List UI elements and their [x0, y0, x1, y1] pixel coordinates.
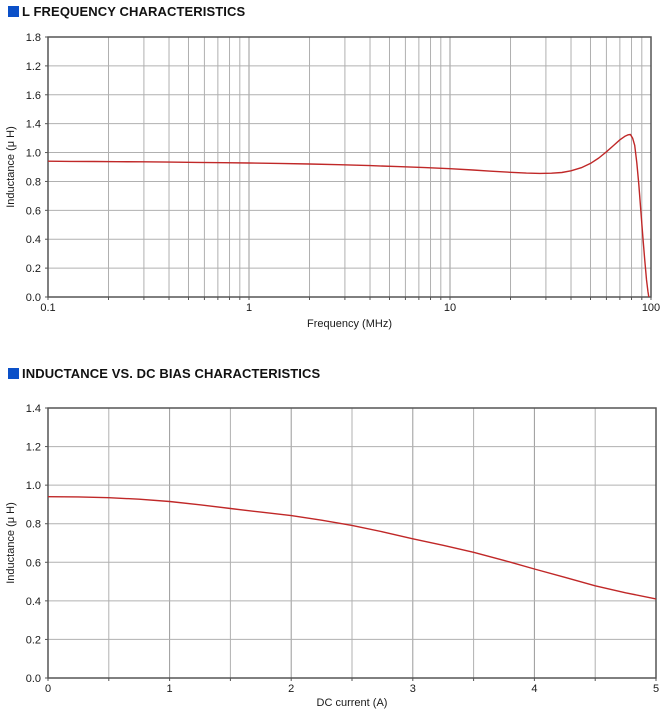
plot-frame [47, 407, 657, 679]
svg-text:0.6: 0.6 [26, 557, 41, 569]
title-bullet-icon [8, 6, 19, 17]
svg-text:3: 3 [410, 683, 416, 695]
x-axis-title: DC current (A) [317, 697, 388, 709]
plot-frame [47, 36, 652, 298]
inductance-curve [47, 496, 657, 600]
svg-text:0: 0 [45, 683, 51, 695]
frequency-chart-plot: 1.8 1.2 1.6 1.4 1.0 0.8 0.6 0.4 0.2 0.00.1 1 10 100 F… [5, 32, 660, 330]
svg-text:0.4: 0.4 [26, 596, 41, 608]
frequency-chart-section: 1.8 1.2 1.6 1.4 1.0 0.8 0.6 0.4 0.2 0.0 0.1 1 10 100 F… [0, 0, 668, 352]
y-axis-title: Inductance (μ H) [5, 502, 17, 584]
dc-bias-chart-title: INDUCTANCE VS. DC BIAS CHARACTERISTICS [8, 366, 320, 381]
frequency-chart-title-text: L FREQUENCY CHARACTERISTICS [22, 4, 246, 19]
svg-text:1.4: 1.4 [26, 403, 41, 415]
gridlines [48, 408, 656, 678]
svg-text:1.0: 1.0 [26, 480, 41, 492]
dc-bias-chart-title-text: INDUCTANCE VS. DC BIAS CHARACTERISTICS [22, 366, 321, 381]
svg-text:0.8: 0.8 [26, 176, 41, 188]
y-axis-title: Inductance (μ H) [5, 126, 17, 208]
svg-text:0.8: 0.8 [26, 519, 41, 531]
svg-text:5: 5 [653, 683, 659, 695]
axis-ticks [45, 36, 652, 300]
svg-text:1.0: 1.0 [26, 148, 41, 160]
frequency-chart-title: L FREQUENCY CHARACTERISTICS [8, 4, 245, 19]
x-axis-title: Frequency (MHz) [307, 318, 392, 330]
svg-text:0.0: 0.0 [26, 673, 41, 685]
gridlines [48, 37, 651, 297]
svg-text:1.2: 1.2 [26, 442, 41, 454]
svg-text:100: 100 [642, 302, 660, 314]
svg-text:0.1: 0.1 [40, 302, 55, 314]
inductance-curve [47, 133, 650, 298]
svg-text:1.4: 1.4 [26, 119, 41, 131]
svg-text:0.2: 0.2 [26, 263, 41, 275]
axis-ticks [45, 407, 657, 681]
svg-text:1: 1 [167, 683, 173, 695]
dc-bias-chart-section: 1.4 1.2 1.0 0.8 0.6 0.4 0.2 0.0 0 1 2 3 4 5 DC current… [0, 352, 668, 709]
svg-text:0.6: 0.6 [26, 205, 41, 217]
svg-text:1.6: 1.6 [26, 90, 41, 102]
svg-text:1.2: 1.2 [26, 61, 41, 73]
svg-text:0.0: 0.0 [26, 292, 41, 304]
svg-text:0.4: 0.4 [26, 234, 41, 246]
svg-text:0.2: 0.2 [26, 634, 41, 646]
svg-text:10: 10 [444, 302, 456, 314]
axis-tick-labels: 1.4 1.2 1.0 0.8 0.6 0.4 0.2 0.0 0 1 2 3 4 5 [26, 403, 659, 695]
svg-text:1.8: 1.8 [26, 32, 41, 44]
svg-text:2: 2 [288, 683, 294, 695]
dc-bias-chart-plot: 1.4 1.2 1.0 0.8 0.6 0.4 0.2 0.0 0 1 2 3 4 5 DC current… [5, 403, 659, 709]
title-bullet-icon [8, 368, 19, 379]
svg-text:4: 4 [531, 683, 537, 695]
axis-tick-labels: 1.8 1.2 1.6 1.4 1.0 0.8 0.6 0.4 0.2 0.00.1 1 10 100 [26, 32, 660, 314]
svg-text:1: 1 [246, 302, 252, 314]
